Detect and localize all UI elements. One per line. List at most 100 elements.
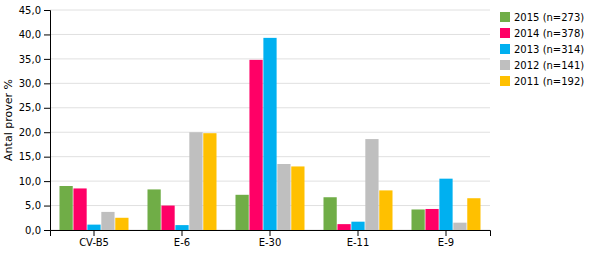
bar <box>439 179 452 230</box>
tick: 5,0 <box>25 200 50 211</box>
legend-label: 2015 (n=273) <box>514 12 584 23</box>
bar <box>379 190 392 230</box>
tick-label: 5,0 <box>25 200 41 211</box>
legend-swatch <box>500 12 510 22</box>
axis-line <box>44 11 51 231</box>
grid-line <box>50 10 490 11</box>
y-axis-title: Antal prover % <box>2 79 15 161</box>
tick: 10,0 <box>19 176 50 187</box>
legend: 2015 (n=273) 2014 (n=378) 2013 (n=314) 2012… <box>500 12 584 87</box>
tick: 0,0 <box>25 225 50 236</box>
legend-swatch <box>500 76 510 86</box>
tick: 30,0 <box>19 78 50 89</box>
tick-label: 40,0 <box>19 29 41 40</box>
bars <box>59 38 480 230</box>
y-axis: 0,0 5,0 10,0 15,0 20,0 25,0 30,0 35,0 40,0 45,0 <box>19 5 51 236</box>
tick: CV-B5 <box>79 230 109 248</box>
bar <box>59 186 72 230</box>
tick-mark <box>358 230 359 236</box>
tick-label: 0,0 <box>25 225 41 236</box>
tick: E-9 <box>438 230 454 248</box>
tick: 45,0 <box>19 5 50 16</box>
bar <box>365 139 378 230</box>
bar <box>235 195 248 230</box>
tick-mark <box>44 83 50 84</box>
bar <box>337 224 350 230</box>
tick: 20,0 <box>19 127 50 138</box>
grid-line <box>50 34 490 35</box>
tick-mark <box>44 230 50 231</box>
bar <box>263 38 276 230</box>
tick: 25,0 <box>19 102 50 113</box>
tick: 15,0 <box>19 151 50 162</box>
bar-series <box>73 60 438 230</box>
tick: 35,0 <box>19 54 50 65</box>
bar-series <box>115 133 480 230</box>
legend-item: 2013 (n=314) <box>500 44 584 55</box>
tick-mark <box>44 181 50 182</box>
legend-swatch <box>500 60 510 70</box>
chart-svg: 0,0 5,0 10,0 15,0 20,0 25,0 30,0 35,0 40,0 45,0 CV… <box>0 0 590 254</box>
tick-mark <box>44 108 50 109</box>
bar <box>175 225 188 230</box>
tick-label: 25,0 <box>19 102 41 113</box>
legend-item: 2014 (n=378) <box>500 28 584 39</box>
tick-mark <box>44 34 50 35</box>
tick-label: E-30 <box>259 237 282 248</box>
legend-label: 2013 (n=314) <box>514 44 584 55</box>
tick-label: 45,0 <box>19 5 41 16</box>
bar <box>87 225 100 230</box>
legend-item: 2012 (n=141) <box>500 60 584 71</box>
tick-label: E-9 <box>438 237 454 248</box>
legend-label: 2011 (n=192) <box>514 76 584 87</box>
tick-label: E-11 <box>347 237 370 248</box>
plot-area: 0,0 5,0 10,0 15,0 20,0 25,0 30,0 35,0 40,0 45,0 CV… <box>2 5 491 248</box>
tick: E-30 <box>259 230 282 248</box>
legend-swatch <box>500 44 510 54</box>
tick-mark <box>44 59 50 60</box>
tick-mark <box>44 132 50 133</box>
tick-mark <box>270 230 271 236</box>
grid <box>50 10 490 230</box>
tick-mark <box>182 230 183 236</box>
legend-item: 2011 (n=192) <box>500 76 584 87</box>
bar-series <box>87 38 452 230</box>
bar <box>351 222 364 230</box>
bar-series <box>101 132 466 230</box>
tick: E-11 <box>347 230 370 248</box>
tick-mark <box>94 230 95 236</box>
bar <box>115 218 128 230</box>
bar <box>277 164 290 230</box>
tick-label: 20,0 <box>19 127 41 138</box>
tick-mark <box>44 10 50 11</box>
chart-container: 0,0 5,0 10,0 15,0 20,0 25,0 30,0 35,0 40,0 45,0 CV… <box>0 0 590 254</box>
bar <box>467 198 480 230</box>
x-axis: CV-B5 E-6 E-30 E-11 E-9 <box>51 230 491 248</box>
tick-mark <box>44 206 50 207</box>
tick-label: E-6 <box>174 237 190 248</box>
legend-item: 2015 (n=273) <box>500 12 584 23</box>
bar <box>411 209 424 230</box>
bar <box>291 166 304 230</box>
tick-label: 10,0 <box>19 176 41 187</box>
tick-label: 30,0 <box>19 78 41 89</box>
tick-mark <box>44 157 50 158</box>
tick-mark <box>446 230 447 236</box>
bar <box>453 223 466 230</box>
legend-label: 2014 (n=378) <box>514 28 584 39</box>
bar <box>73 188 86 230</box>
tick-label: 15,0 <box>19 151 41 162</box>
tick: E-6 <box>174 230 190 248</box>
axis-line <box>51 231 491 237</box>
legend-label: 2012 (n=141) <box>514 60 584 71</box>
tick-label: CV-B5 <box>79 237 109 248</box>
tick: 40,0 <box>19 29 50 40</box>
bar <box>101 212 114 230</box>
bar <box>249 60 262 230</box>
legend-swatch <box>500 28 510 38</box>
bar <box>189 132 202 230</box>
bar <box>323 197 336 230</box>
bar <box>425 209 438 230</box>
tick-label: 35,0 <box>19 54 41 65</box>
bar <box>203 133 216 230</box>
